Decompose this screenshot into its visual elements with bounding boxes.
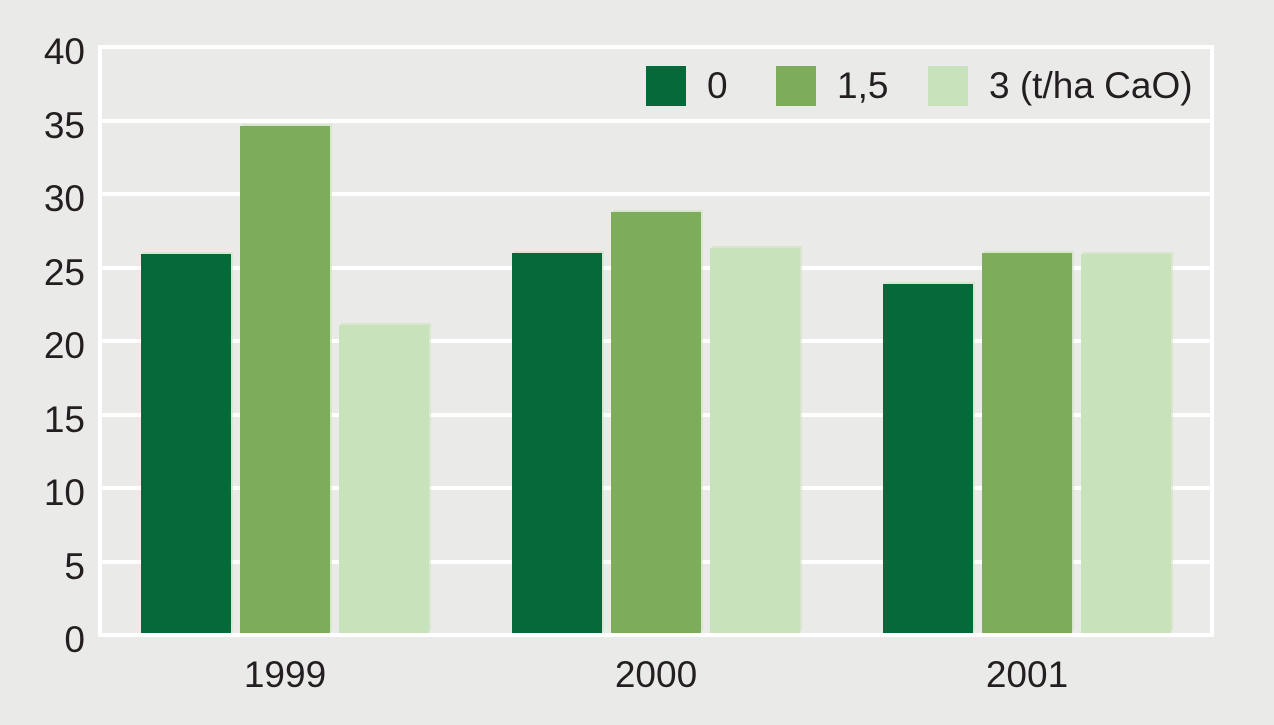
gridline [100,45,1212,49]
plot-right-border [1210,45,1214,637]
bar-2001-0 [883,284,973,633]
y-axis-tick-label: 5 [64,545,85,587]
bar-2000-3-t-ha-cao- [710,248,800,633]
y-axis-tick-label: 35 [43,104,85,146]
bar-1999-0 [141,254,231,633]
x-axis-label-2001: 2001 [985,654,1069,695]
legend-label-1: 0 [707,65,728,106]
gridline [100,118,1212,123]
legend-swatch-2 [776,66,816,106]
y-axis-tick-label: 20 [43,325,85,366]
legend-swatch-1 [646,66,686,106]
bar-1999-3-t-ha-cao- [339,325,429,633]
legend-swatch-3 [928,66,968,106]
bar-2000-1-5 [611,212,701,633]
y-axis-tick-label: 25 [43,251,85,293]
gridline [100,633,1212,637]
gridline [100,192,1212,196]
x-axis-label-2000: 2000 [614,654,698,695]
y-axis-tick-label: 40 [43,31,85,72]
legend-label-2: 1,5 [837,65,889,106]
bar-2001-3-t-ha-cao- [1081,254,1171,633]
bar-2001-1-5 [982,253,1072,633]
y-axis-tick-label: 0 [64,619,85,660]
y-axis-tick-label: 30 [43,178,85,219]
legend-label-3: 3 (t/ha CaO) [989,65,1193,106]
bar-2000-0 [512,253,602,633]
x-axis-label-1999: 1999 [243,654,327,695]
plot-left-border [98,45,102,637]
y-axis-tick-label: 10 [43,472,85,513]
y-axis-tick-label: 15 [43,398,85,440]
bar-1999-1-5 [240,126,330,633]
